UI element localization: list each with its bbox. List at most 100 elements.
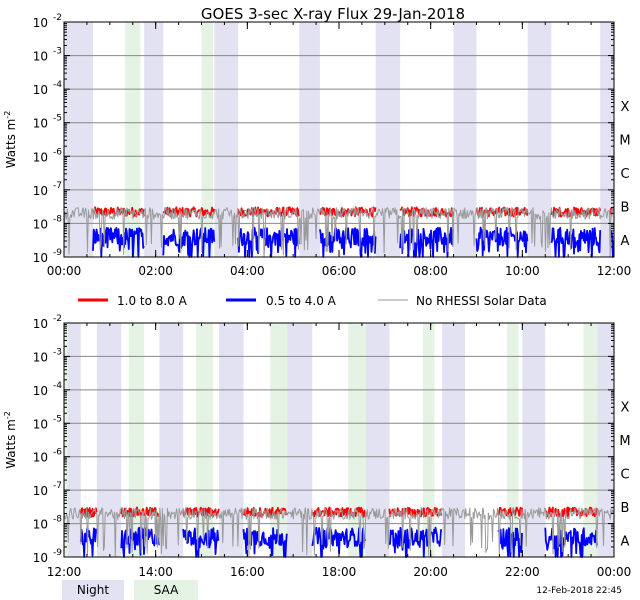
flare-class-label: C: [620, 167, 629, 182]
night-period: [597, 323, 614, 557]
night-period: [159, 323, 184, 557]
x-tick-label: 08:00: [413, 264, 448, 278]
series-trace-nodata: [63, 507, 614, 558]
y-tick-exponent: -4: [53, 381, 62, 391]
x-tick-label: 00:00: [47, 264, 82, 278]
night-period: [375, 22, 401, 257]
saa-period: [423, 323, 435, 557]
saa-period: [125, 22, 141, 257]
series-trace-long: [242, 506, 288, 518]
y-tick-label: 10: [33, 184, 48, 198]
series-trace-short: [544, 527, 598, 558]
saa-period: [196, 323, 213, 557]
legend-label: No RHESSI Solar Data: [416, 294, 547, 308]
series-trace-long: [319, 206, 377, 218]
y-tick-exponent: -6: [53, 448, 62, 458]
flare-class-label: A: [621, 534, 630, 549]
saa-period: [128, 323, 145, 557]
y-axis-label-exponent: -2: [3, 411, 12, 419]
night-period: [287, 323, 313, 557]
y-tick-label: 10: [33, 150, 48, 164]
series-trace-short: [388, 526, 442, 558]
series-trace-short: [497, 527, 523, 558]
flare-class-label: X: [621, 401, 630, 416]
night-period: [214, 22, 239, 257]
night-period: [299, 22, 320, 257]
legend-label: 1.0 to 8.0 A: [117, 294, 188, 308]
saa-period: [348, 323, 366, 557]
y-tick-exponent: -2: [53, 13, 62, 23]
flare-class-label: B: [621, 501, 630, 516]
night-period: [522, 323, 546, 557]
series-trace-short: [550, 226, 602, 258]
y-tick-exponent: -8: [53, 214, 62, 224]
series-trace-short: [475, 226, 529, 258]
x-tick-label: 10:00: [505, 264, 540, 278]
y-tick-label: 10: [33, 251, 48, 265]
night-period: [64, 323, 81, 557]
y-tick-exponent: -2: [53, 314, 62, 324]
x-tick-label: 22:00: [505, 565, 540, 579]
flare-class-label: X: [621, 100, 630, 115]
y-tick-exponent: -4: [53, 80, 62, 90]
x-tick-label: 02:00: [138, 264, 173, 278]
y-tick-exponent: -7: [53, 481, 62, 491]
y-tick-exponent: -5: [53, 114, 62, 124]
x-tick-label: 16:00: [230, 565, 265, 579]
x-tick-label: 12:00: [47, 565, 82, 579]
series-trace-short: [92, 226, 145, 258]
legend-label: 0.5 to 4.0 A: [266, 294, 337, 308]
flare-class-label: C: [620, 467, 629, 482]
series-trace-long: [497, 506, 523, 517]
saa-period: [270, 323, 288, 557]
series-trace-short: [237, 226, 300, 258]
y-tick-label: 10: [33, 417, 48, 431]
night-period: [96, 323, 122, 557]
series-trace-short: [79, 527, 98, 558]
series-trace-long: [79, 507, 98, 518]
y-tick-label: 10: [33, 317, 48, 331]
series-trace-short: [162, 227, 216, 258]
saa-period: [201, 22, 213, 257]
period-label: Night: [77, 583, 110, 597]
y-tick-exponent: -9: [53, 248, 62, 258]
footer-timestamp: 12-Feb-2018 22:45: [536, 586, 622, 596]
y-tick-label: 10: [33, 350, 48, 364]
y-axis-label-text: Watts m: [4, 419, 18, 469]
y-tick-label: 10: [33, 83, 48, 97]
x-tick-label: 00:00: [597, 565, 632, 579]
flare-class-label: B: [621, 201, 630, 216]
saa-period: [583, 323, 598, 557]
legend: 1.0 to 8.0 A 0.5 to 4.0 A No RHESSI Solar …: [78, 294, 547, 308]
night-period: [442, 323, 466, 557]
y-tick-exponent: -6: [53, 147, 62, 157]
y-tick-label: 10: [33, 16, 48, 30]
y-tick-exponent: -7: [53, 181, 62, 191]
y-axis-label-exponent: -2: [3, 111, 12, 119]
x-tick-label: 12:00: [597, 264, 632, 278]
period-legend: Night SAA: [62, 580, 198, 600]
series-trace-nodata: [63, 207, 614, 258]
saa-period: [507, 323, 519, 557]
flare-class-label: M: [619, 434, 630, 449]
x-tick-label: 04:00: [230, 264, 265, 278]
period-label: SAA: [154, 583, 179, 597]
night-period: [365, 323, 390, 557]
series-trace-short: [399, 226, 454, 258]
x-tick-label: 06:00: [322, 264, 357, 278]
y-tick-exponent: -3: [53, 47, 62, 57]
y-tick-label: 10: [33, 117, 48, 131]
y-tick-label: 10: [33, 484, 48, 498]
y-tick-exponent: -3: [53, 347, 62, 357]
night-period: [527, 22, 552, 257]
y-axis-label: Watts m-2: [3, 111, 18, 169]
series-trace-long: [120, 506, 160, 518]
series-trace-short: [311, 526, 367, 558]
y-tick-label: 10: [33, 384, 48, 398]
y-tick-label: 10: [33, 518, 48, 532]
y-axis-label-text: Watts m: [4, 119, 18, 169]
y-tick-label: 10: [33, 451, 48, 465]
